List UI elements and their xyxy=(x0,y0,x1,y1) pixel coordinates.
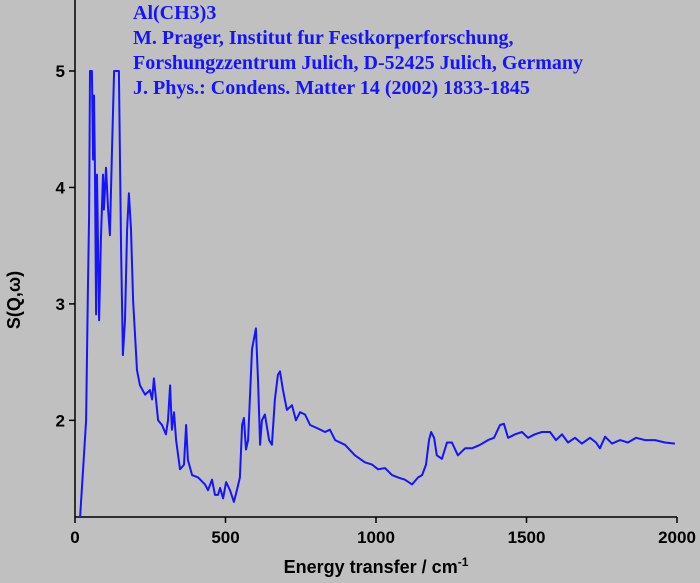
y-tick-label: 5 xyxy=(56,62,65,81)
y-tick-label: 4 xyxy=(56,178,66,197)
x-tick-label: 0 xyxy=(70,528,79,547)
title-line: M. Prager, Institut fur Festkorperforsch… xyxy=(133,27,514,49)
y-tick-label: 2 xyxy=(56,411,65,430)
x-axis-label: Energy transfer / cm-1 xyxy=(284,555,469,577)
title-line: Forshungzzentrum Julich, D-52425 Julich,… xyxy=(133,52,583,74)
x-tick-label: 1000 xyxy=(357,528,395,547)
data-line xyxy=(79,70,676,518)
x-axis-label-superscript: -1 xyxy=(458,555,469,569)
y-tick-label: 3 xyxy=(56,295,65,314)
title-line: J. Phys.: Condens. Matter 14 (2002) 1833… xyxy=(133,77,530,99)
x-axis-label-text: Energy transfer / cm xyxy=(284,557,458,577)
y-axis-label: S(Q,ω) xyxy=(4,271,24,329)
x-tick-label: 1500 xyxy=(508,528,546,547)
x-tick-label: 2000 xyxy=(658,528,696,547)
title-line: Al(CH3)3 xyxy=(133,2,216,24)
x-tick-label: 500 xyxy=(211,528,239,547)
